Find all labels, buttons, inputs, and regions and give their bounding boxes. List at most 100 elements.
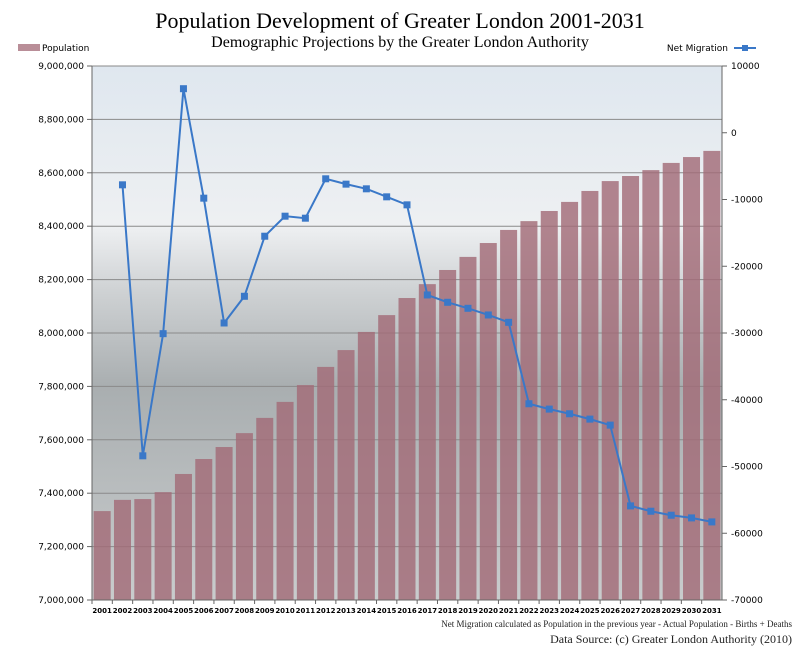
- bar-population-2021: [500, 229, 518, 601]
- x-tick-label: 2006: [194, 607, 214, 615]
- x-tick-label: 2025: [580, 607, 600, 615]
- x-tick-label: 2029: [661, 607, 681, 615]
- x-tick-label: 2013: [336, 607, 356, 615]
- bar-population-2004: [154, 492, 172, 600]
- bar-population-2005: [174, 473, 192, 600]
- x-tick-label: 2019: [458, 607, 478, 615]
- point-net-migration-2009: [261, 232, 269, 240]
- point-net-migration-2005: [179, 85, 187, 93]
- x-tick-label: 2023: [540, 607, 560, 615]
- y-right-tick-label: -50000: [731, 463, 763, 473]
- x-tick-label: 2011: [296, 607, 316, 615]
- bar-population-2009: [256, 417, 274, 600]
- bar-population-2002: [113, 499, 131, 600]
- bar-population-2012: [317, 366, 335, 600]
- bar-population-2007: [215, 447, 233, 600]
- x-tick-label: 2014: [357, 607, 377, 615]
- x-tick-label: 2010: [275, 607, 295, 615]
- x-tick-label: 2028: [641, 607, 661, 615]
- y-right-tick-label: -20000: [731, 262, 763, 272]
- x-tick-label: 2004: [153, 607, 173, 615]
- y-right-tick-label: -40000: [731, 396, 763, 406]
- chart-subtitle: Demographic Projections by the Greater L…: [211, 34, 589, 51]
- bar-population-2015: [378, 315, 396, 600]
- y-left-tick-label: 7,600,000: [38, 436, 84, 446]
- point-net-migration-2029: [667, 511, 675, 519]
- bar-population-2023: [540, 210, 558, 600]
- bar-population-2016: [398, 298, 416, 600]
- y-left-tick-label: 7,800,000: [38, 382, 84, 392]
- point-net-migration-2016: [403, 201, 411, 209]
- x-tick-label: 2002: [113, 607, 133, 615]
- bar-population-2027: [622, 176, 640, 600]
- point-net-migration-2017: [423, 291, 431, 299]
- y-left-tick-label: 7,000,000: [38, 596, 84, 606]
- source-note: Data Source: (c) Greater London Authorit…: [550, 632, 792, 646]
- bar-population-2029: [662, 162, 680, 600]
- y-left-tick-label: 7,200,000: [38, 543, 84, 553]
- point-net-migration-2008: [240, 292, 248, 300]
- legend-population-swatch: [18, 44, 40, 51]
- point-net-migration-2011: [301, 214, 309, 222]
- x-tick-label: 2022: [519, 607, 539, 615]
- x-tick-label: 2007: [214, 607, 234, 615]
- y-right-tick-label: -30000: [731, 329, 763, 339]
- x-tick-label: 2016: [397, 607, 417, 615]
- x-tick-label: 2018: [438, 607, 458, 615]
- bar-population-2001: [93, 511, 111, 600]
- point-net-migration-2025: [586, 415, 594, 423]
- point-net-migration-2020: [484, 311, 492, 319]
- line-net-migration: [121, 88, 713, 523]
- bar-population-2022: [520, 221, 538, 600]
- point-net-migration-2030: [688, 514, 696, 522]
- point-net-migration-2013: [342, 180, 350, 188]
- point-net-migration-2028: [647, 507, 655, 515]
- bar-population-2010: [276, 401, 294, 600]
- point-net-migration-2021: [505, 318, 513, 326]
- bar-population-2026: [601, 181, 619, 600]
- bar-population-2011: [296, 385, 314, 600]
- bar-population-2030: [683, 157, 701, 600]
- x-tick-label: 2021: [499, 607, 519, 615]
- point-net-migration-2003: [139, 452, 147, 460]
- point-net-migration-2026: [606, 421, 614, 429]
- y-left-tick-label: 8,200,000: [38, 276, 84, 286]
- point-net-migration-2023: [545, 405, 553, 413]
- point-net-migration-2031: [708, 518, 716, 526]
- point-net-migration-2010: [281, 212, 289, 220]
- x-tick-label: 2015: [377, 607, 397, 615]
- bar-population-2006: [195, 459, 213, 600]
- y-right-tick-label: -70000: [731, 596, 763, 606]
- y-left-tick-label: 7,400,000: [38, 489, 84, 499]
- point-net-migration-2018: [444, 298, 452, 306]
- x-tick-label: 2008: [235, 607, 255, 615]
- chart-title: Population Development of Greater London…: [155, 8, 645, 33]
- x-tick-label: 2017: [418, 607, 438, 615]
- bar-population-2028: [642, 170, 660, 600]
- bar-population-2018: [439, 269, 457, 600]
- bar-population-2017: [418, 284, 436, 600]
- x-tick-label: 2009: [255, 607, 275, 615]
- point-net-migration-2022: [525, 400, 533, 408]
- point-net-migration-2014: [362, 185, 370, 193]
- bar-population-2014: [357, 331, 375, 600]
- x-tick-label: 2020: [479, 607, 499, 615]
- x-tick-label: 2027: [621, 607, 641, 615]
- x-tick-label: 2030: [682, 607, 702, 615]
- point-net-migration-2002: [118, 181, 126, 189]
- legend-population-label: Population: [42, 44, 89, 54]
- point-net-migration-2004: [159, 330, 167, 338]
- bar-population-2031: [703, 150, 721, 600]
- y-left-tick-label: 8,000,000: [38, 329, 84, 339]
- bar-population-2008: [235, 433, 253, 600]
- y-left-tick-label: 8,800,000: [38, 115, 84, 125]
- x-tick-label: 2012: [316, 607, 336, 615]
- formula-note: Net Migration calculated as Population i…: [441, 619, 792, 629]
- point-net-migration-2006: [200, 194, 208, 202]
- bar-population-2020: [479, 243, 497, 600]
- point-net-migration-2024: [566, 410, 574, 418]
- bar-population-2003: [134, 499, 152, 600]
- point-net-migration-2027: [627, 502, 635, 510]
- y-left-tick-label: 9,000,000: [38, 62, 84, 72]
